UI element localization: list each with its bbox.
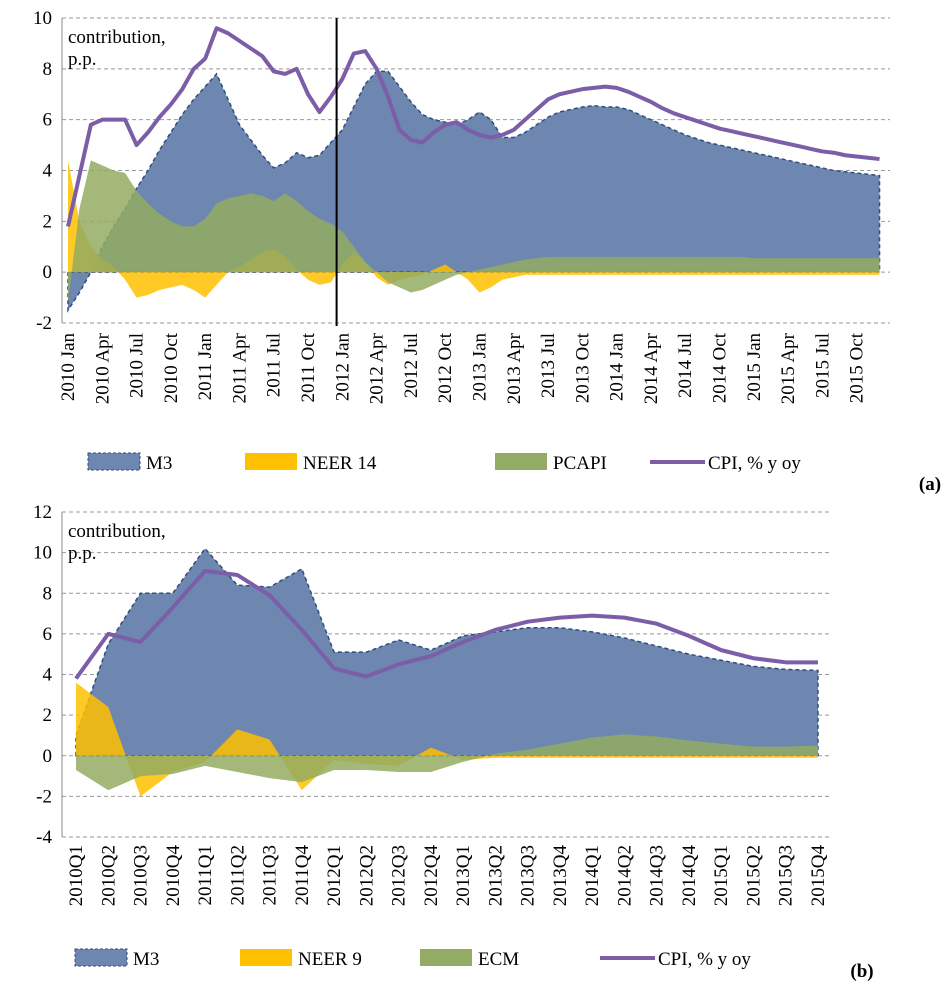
y-tick-label: 4: [43, 161, 53, 182]
area: [75, 547, 819, 757]
y-tick-label: 2: [43, 705, 53, 726]
line: [74, 568, 818, 680]
panel-label: (b): [850, 961, 873, 982]
y-tick-label: 10: [33, 8, 52, 29]
annotation: p.p.: [68, 543, 97, 564]
x-tick-label: 2010Q4: [163, 845, 184, 907]
legend-swatch: [87, 452, 141, 471]
y-tick-label: 0: [43, 746, 53, 767]
x-tick-label: 2015Q1: [711, 845, 732, 906]
x-tick-label: 2011Q1: [195, 845, 216, 906]
y-tick-label: 8: [43, 583, 53, 604]
x-tick-label: 2013Q4: [550, 845, 571, 907]
x-tick-label: 2013 Jan: [469, 333, 490, 402]
x-tick-label: 2015Q2: [743, 845, 764, 906]
legend-swatch: [420, 949, 472, 966]
legend-label: CPI, % y oy: [658, 949, 751, 970]
x-tick-label: 2010Q3: [131, 845, 152, 906]
y-tick-label: -2: [36, 786, 52, 807]
x-tick-label: 2014 Jul: [675, 333, 696, 398]
legend-label: NEER 14: [303, 453, 377, 474]
y-tick-label: 4: [43, 665, 53, 686]
legend-swatch: [74, 948, 128, 967]
annotation: p.p.: [68, 49, 97, 70]
x-tick-label: 2014Q4: [679, 845, 700, 907]
y-tick-label: 6: [43, 624, 53, 645]
x-tick-label: 2012Q2: [356, 845, 377, 906]
area: [76, 682, 818, 797]
x-tick-label: 2012Q3: [389, 845, 410, 906]
x-tick-label: 2015Q3: [776, 845, 797, 906]
annotation: contribution,: [68, 27, 166, 48]
x-tick-label: 2012Q4: [421, 845, 442, 907]
legend-label: PCAPI: [553, 453, 607, 474]
x-tick-label: 2011Q4: [292, 845, 313, 906]
x-tick-label: 2014 Jan: [607, 333, 628, 402]
legend-swatch: [245, 453, 297, 470]
x-tick-label: 2015 Apr: [778, 332, 799, 404]
x-tick-label: 2013 Jul: [538, 333, 559, 398]
x-tick-label: 2015 Jul: [812, 333, 833, 398]
x-tick-label: 2010 Oct: [161, 332, 182, 403]
x-tick-label: 2015 Jan: [744, 333, 765, 402]
x-tick-label: 2013Q1: [453, 845, 474, 906]
y-tick-label: 12: [33, 502, 52, 523]
x-tick-label: 2012 Jul: [401, 333, 422, 398]
x-tick-label: 2010Q2: [98, 845, 119, 906]
area: [76, 734, 818, 791]
legend-label: ECM: [478, 949, 519, 970]
x-tick-label: 2010 Apr: [92, 332, 113, 404]
legend-label: NEER 9: [298, 949, 362, 970]
x-tick-label: 2015Q4: [808, 845, 829, 907]
x-tick-label: 2010Q1: [66, 845, 87, 906]
x-tick-label: 2014Q3: [647, 845, 668, 906]
x-tick-label: 2010 Jan: [58, 333, 79, 402]
x-tick-label: 2011Q2: [227, 845, 248, 906]
area: [68, 160, 880, 303]
x-tick-label: 2013Q2: [485, 845, 506, 906]
x-tick-label: 2012Q1: [324, 845, 345, 906]
y-tick-label: 0: [43, 262, 53, 283]
x-tick-label: 2014 Apr: [641, 332, 662, 404]
y-tick-label: -2: [36, 313, 52, 334]
x-tick-label: 2014Q2: [614, 845, 635, 906]
line: [66, 26, 880, 227]
x-tick-label: 2014Q1: [582, 845, 603, 906]
x-tick-label: 2011 Apr: [229, 332, 250, 403]
x-tick-label: 2012 Oct: [435, 332, 456, 403]
x-tick-label: 2011 Jan: [195, 333, 216, 401]
x-tick-label: 2015 Oct: [847, 332, 868, 403]
x-tick-label: 2011Q3: [260, 845, 281, 906]
legend-label: CPI, % y oy: [708, 453, 801, 474]
y-tick-label: 8: [43, 59, 53, 80]
y-tick-label: 10: [33, 543, 52, 564]
y-tick-label: -4: [36, 827, 52, 848]
legend-swatch: [240, 949, 292, 966]
x-tick-label: 2011 Jul: [264, 333, 285, 397]
x-tick-label: 2012 Apr: [367, 332, 388, 404]
x-tick-label: 2013Q3: [518, 845, 539, 906]
y-tick-label: 2: [43, 211, 53, 232]
x-tick-label: 2012 Jan: [332, 333, 353, 402]
annotation: contribution,: [68, 521, 166, 542]
x-tick-label: 2010 Jul: [127, 333, 148, 398]
y-tick-label: 6: [43, 110, 53, 131]
legend-label: M3: [146, 453, 172, 474]
legend-label: M3: [133, 949, 159, 970]
panel-label: (a): [919, 474, 941, 495]
x-tick-label: 2013 Apr: [504, 332, 525, 404]
x-tick-label: 2013 Oct: [572, 332, 593, 403]
x-tick-label: 2014 Oct: [710, 332, 731, 403]
legend-swatch: [495, 453, 547, 470]
x-tick-label: 2011 Oct: [298, 332, 319, 402]
